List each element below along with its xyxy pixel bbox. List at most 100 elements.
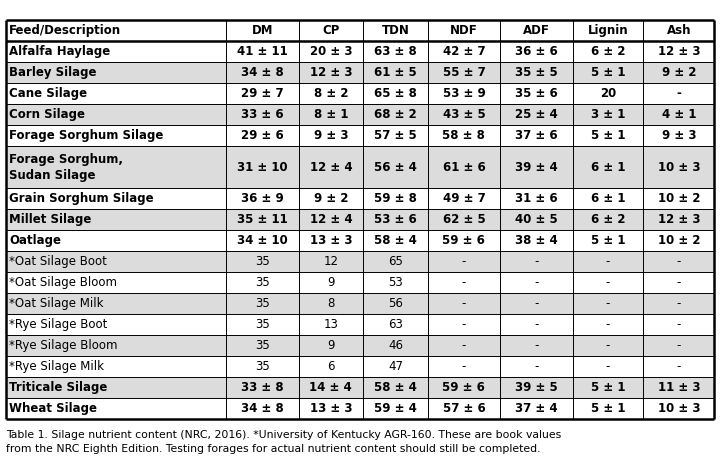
- Text: 4 ± 1: 4 ± 1: [662, 108, 696, 121]
- Text: Oatlage: Oatlage: [9, 234, 61, 247]
- Text: 38 ± 4: 38 ± 4: [515, 234, 558, 247]
- Text: 31 ± 10: 31 ± 10: [237, 161, 288, 173]
- Text: -: -: [676, 87, 681, 100]
- Text: -: -: [677, 360, 681, 374]
- Text: 9 ± 3: 9 ± 3: [314, 129, 348, 142]
- Text: 35 ± 6: 35 ± 6: [515, 87, 558, 100]
- Text: 35: 35: [255, 360, 270, 374]
- Text: 61 ± 5: 61 ± 5: [374, 66, 417, 79]
- Text: -: -: [677, 319, 681, 331]
- Text: 40 ± 5: 40 ± 5: [515, 213, 558, 226]
- Text: 37 ± 4: 37 ± 4: [515, 402, 558, 416]
- Text: 11 ± 3: 11 ± 3: [657, 382, 700, 394]
- Text: -: -: [534, 339, 539, 352]
- Text: 10 ± 2: 10 ± 2: [657, 234, 700, 247]
- Text: -: -: [677, 297, 681, 310]
- Text: -: -: [534, 360, 539, 374]
- Text: DM: DM: [251, 24, 273, 37]
- Bar: [6, 230, 714, 251]
- Bar: [6, 209, 714, 230]
- Text: 63: 63: [388, 319, 403, 331]
- Text: 5 ± 1: 5 ± 1: [590, 129, 625, 142]
- Text: 33 ± 6: 33 ± 6: [241, 108, 284, 121]
- Text: 5 ± 1: 5 ± 1: [590, 234, 625, 247]
- Text: 56 ± 4: 56 ± 4: [374, 161, 417, 173]
- Text: 12 ± 4: 12 ± 4: [310, 161, 352, 173]
- Text: -: -: [534, 297, 539, 310]
- Text: 35: 35: [255, 297, 270, 310]
- Text: -: -: [462, 297, 466, 310]
- Text: 62 ± 5: 62 ± 5: [443, 213, 485, 226]
- Bar: [6, 356, 714, 377]
- Text: 20: 20: [600, 87, 616, 100]
- Text: *Oat Silage Milk: *Oat Silage Milk: [9, 297, 104, 310]
- Text: Alfalfa Haylage: Alfalfa Haylage: [9, 45, 111, 58]
- Text: TDN: TDN: [382, 24, 410, 37]
- Text: -: -: [462, 276, 466, 289]
- Bar: [6, 104, 714, 125]
- Text: 36 ± 6: 36 ± 6: [515, 45, 558, 58]
- Text: 6 ± 2: 6 ± 2: [590, 213, 625, 226]
- Text: 13: 13: [323, 319, 338, 331]
- Text: 53: 53: [388, 276, 402, 289]
- Text: 35: 35: [255, 319, 270, 331]
- Text: 33 ± 8: 33 ± 8: [241, 382, 284, 394]
- Text: *Rye Silage Boot: *Rye Silage Boot: [9, 319, 108, 331]
- Text: 47: 47: [388, 360, 403, 374]
- Text: *Rye Silage Milk: *Rye Silage Milk: [9, 360, 104, 374]
- Text: -: -: [462, 339, 466, 352]
- Text: -: -: [606, 360, 610, 374]
- Text: ADF: ADF: [523, 24, 550, 37]
- Text: Grain Sorghum Silage: Grain Sorghum Silage: [9, 192, 154, 205]
- Text: 6 ± 1: 6 ± 1: [590, 161, 625, 173]
- Text: 35: 35: [255, 255, 270, 268]
- Text: -: -: [462, 319, 466, 331]
- Text: Feed/Description: Feed/Description: [9, 24, 122, 37]
- Text: 39 ± 4: 39 ± 4: [515, 161, 558, 173]
- Text: 25 ± 4: 25 ± 4: [515, 108, 558, 121]
- Text: -: -: [677, 255, 681, 268]
- Bar: [6, 377, 714, 399]
- Text: 10 ± 2: 10 ± 2: [657, 192, 700, 205]
- Text: 36 ± 9: 36 ± 9: [241, 192, 284, 205]
- Text: 20 ± 3: 20 ± 3: [310, 45, 352, 58]
- Text: 12 ± 4: 12 ± 4: [310, 213, 352, 226]
- Text: 34 ± 10: 34 ± 10: [237, 234, 288, 247]
- Text: 12 ± 3: 12 ± 3: [657, 45, 700, 58]
- Text: -: -: [677, 276, 681, 289]
- Text: 10 ± 3: 10 ± 3: [657, 161, 700, 173]
- Text: 12: 12: [323, 255, 338, 268]
- Text: 59 ± 6: 59 ± 6: [443, 382, 485, 394]
- Text: 9 ± 2: 9 ± 2: [314, 192, 348, 205]
- Text: -: -: [606, 255, 610, 268]
- Text: 6 ± 1: 6 ± 1: [590, 192, 625, 205]
- Text: 35 ± 5: 35 ± 5: [515, 66, 558, 79]
- Text: 59 ± 6: 59 ± 6: [443, 234, 485, 247]
- Bar: [6, 272, 714, 293]
- Text: *Oat Silage Bloom: *Oat Silage Bloom: [9, 276, 117, 289]
- Bar: [6, 314, 714, 336]
- Text: 10 ± 3: 10 ± 3: [657, 402, 700, 416]
- Bar: [6, 146, 714, 188]
- Text: Cane Silage: Cane Silage: [9, 87, 88, 100]
- Bar: [6, 188, 714, 209]
- Text: 35 ± 11: 35 ± 11: [237, 213, 288, 226]
- Text: -: -: [462, 360, 466, 374]
- Text: 9: 9: [327, 339, 335, 352]
- Text: 49 ± 7: 49 ± 7: [443, 192, 485, 205]
- Text: 39 ± 5: 39 ± 5: [515, 382, 558, 394]
- Text: 57 ± 5: 57 ± 5: [374, 129, 417, 142]
- Bar: [6, 125, 714, 146]
- Text: 34 ± 8: 34 ± 8: [241, 402, 284, 416]
- Text: 57 ± 6: 57 ± 6: [443, 402, 485, 416]
- Text: Barley Silage: Barley Silage: [9, 66, 97, 79]
- Text: 13 ± 3: 13 ± 3: [310, 234, 352, 247]
- Text: 56: 56: [388, 297, 403, 310]
- Text: 5 ± 1: 5 ± 1: [590, 402, 625, 416]
- Text: 59 ± 8: 59 ± 8: [374, 192, 417, 205]
- Text: Forage Sorghum,
Sudan Silage: Forage Sorghum, Sudan Silage: [9, 153, 123, 182]
- Text: -: -: [534, 319, 539, 331]
- Bar: [6, 83, 714, 104]
- Text: 12 ± 3: 12 ± 3: [657, 213, 700, 226]
- Text: 9 ± 3: 9 ± 3: [662, 129, 696, 142]
